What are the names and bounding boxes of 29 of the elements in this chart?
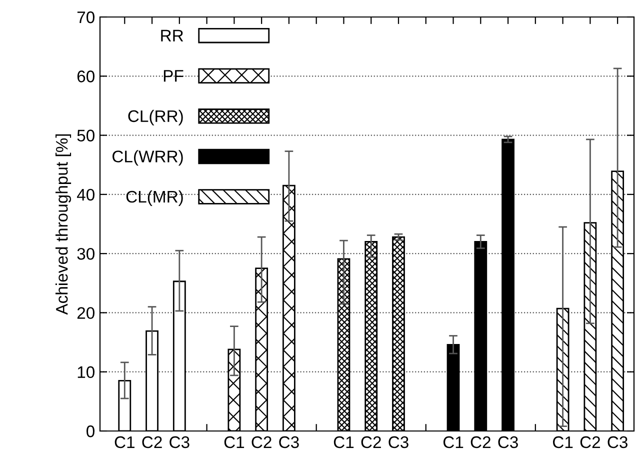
x-tick-label: C3 bbox=[498, 436, 518, 448]
x-tick-label: C1 bbox=[443, 436, 464, 448]
y-tick-label: 40 bbox=[76, 188, 94, 201]
x-tick-label: C1 bbox=[334, 436, 354, 448]
x-tick-label: C3 bbox=[388, 436, 408, 448]
y-tick-label: 20 bbox=[77, 307, 94, 319]
legend-label: RR bbox=[161, 30, 184, 42]
x-tick-label: C2 bbox=[142, 436, 162, 448]
y-tick-label: 70 bbox=[77, 11, 94, 24]
y-axis-title: Achieved throughput [%] bbox=[56, 134, 72, 315]
legend-label: CL(RR) bbox=[128, 110, 183, 126]
x-tick-label: C1 bbox=[552, 436, 573, 448]
x-tick-label: C2 bbox=[470, 436, 490, 448]
y-tick-label: 0 bbox=[86, 425, 94, 438]
x-tick-label: C3 bbox=[608, 436, 628, 448]
x-tick-label: C2 bbox=[580, 436, 600, 448]
legend-label: CL(WRR) bbox=[112, 150, 183, 166]
y-tick-label: 60 bbox=[77, 70, 94, 82]
y-tick-label: 10 bbox=[78, 366, 94, 378]
x-tick-label: C2 bbox=[361, 436, 381, 448]
x-tick-label: C1 bbox=[114, 436, 134, 448]
x-tick-label: C3 bbox=[279, 436, 299, 448]
x-tick-label: C3 bbox=[170, 436, 190, 448]
x-tick-label: C1 bbox=[224, 436, 244, 448]
y-tick-label: 50 bbox=[77, 130, 94, 142]
legend-label: PF bbox=[164, 70, 184, 82]
x-tick-label: C2 bbox=[252, 436, 272, 448]
y-tick-label: 30 bbox=[77, 248, 94, 260]
legend-label: CL(MR) bbox=[126, 190, 183, 206]
